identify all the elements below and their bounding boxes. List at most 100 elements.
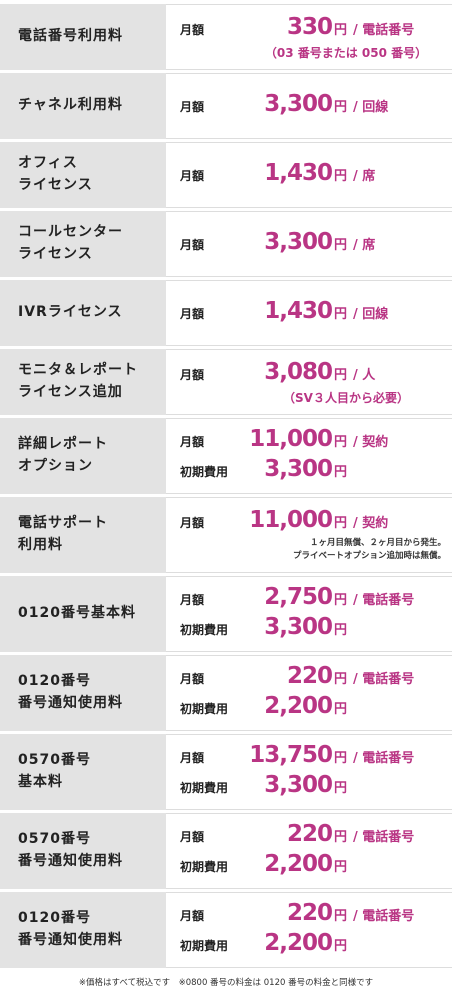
price-term: 月額 xyxy=(180,238,205,252)
price-line: 初期費用 2,200 円 xyxy=(180,930,452,960)
table-row: 0570番号 番号通知使用料 月額 220 円 / 電話番号 初期費用 2,200 円 xyxy=(0,813,452,889)
price-unit: 円 xyxy=(334,909,348,924)
table-row: 0120番号 番号通知使用料 月額 220 円 / 電話番号 初期費用 2,200 円 xyxy=(0,655,452,731)
price-cell: 月額 2,750 円 / 電話番号 初期費用 3,300 円 xyxy=(166,576,452,652)
price-term: 初期費用 xyxy=(180,465,229,479)
price-cell: 月額 3,300 円 / 席 xyxy=(166,211,452,277)
price-cell: 月額 13,750 円 / 電話番号初期費用 3,300 円 xyxy=(166,734,452,810)
table-row: チャネル利用料 月額 3,300 円 / 回線 xyxy=(0,73,452,139)
price-per: / 電話番号 xyxy=(353,22,415,38)
price-per: / 電話番号 xyxy=(353,672,415,687)
price-line: 月額 11,000 円 / 契約 xyxy=(180,426,452,456)
table-row: 電話サポート 利用料 月額 11,000 円 / 契約 １ヶ月目無償、２ヶ月目から発生。 … xyxy=(0,497,452,573)
table-row: IVRライセンス 月額 1,430 円 / 回線 xyxy=(0,280,452,346)
row-label: チャネル利用料 xyxy=(0,73,166,139)
table-row: オフィス ライセンス 月額 1,430 円 / 席 xyxy=(0,142,452,208)
price-line: 月額 330 円 / 電話番号 xyxy=(180,14,452,44)
price-line: 初期費用 2,200 円 xyxy=(180,851,452,881)
table-row: 詳細レポート オプション 月額 11,000 円 / 契約 初期費用 3,300 円 xyxy=(0,418,452,494)
price-unit: 円 xyxy=(334,169,348,184)
price-per: / 回線 xyxy=(353,307,389,322)
price-cell: 月額 11,000 円 / 契約 １ヶ月目無償、２ヶ月目から発生。 プライベートオプショ… xyxy=(166,497,452,573)
price-term: 月額 xyxy=(180,435,205,449)
table-row: 0120番号基本料 月額 2,750 円 / 電話番号 初期費用 3,300 円 xyxy=(0,576,452,652)
price-term: 初期費用 xyxy=(180,781,229,795)
price-unit: 円 xyxy=(334,623,348,638)
price-term: 初期費用 xyxy=(180,939,229,953)
price-line: 初期費用 2,200 円 xyxy=(180,693,452,723)
table-row: 0570番号 基本料 月額 13,750 円 / 電話番号初期費用 3,300 円 xyxy=(0,734,452,810)
price-unit: 円 xyxy=(334,100,348,115)
price-unit: 円 xyxy=(334,22,348,38)
price-per: / 電話番号 xyxy=(353,909,415,924)
row-label: IVRライセンス xyxy=(0,280,166,346)
row-label: コールセンター ライセンス xyxy=(0,211,166,277)
price-cell: 月額 3,300 円 / 回線 xyxy=(166,73,452,139)
price-line: 月額 3,080 円 / 人 xyxy=(180,359,452,389)
price-unit: 円 xyxy=(334,593,348,608)
price-term: 月額 xyxy=(180,909,205,923)
price-per: / 契約 xyxy=(353,516,389,532)
row-label: 電話番号利用料 xyxy=(0,4,166,70)
price-unit: 円 xyxy=(334,830,348,845)
price-line: 月額 2,750 円 / 電話番号 xyxy=(180,584,452,614)
price-amount: 3,300 xyxy=(264,456,333,482)
price-per: / 電話番号 xyxy=(353,751,415,766)
price-per: / 席 xyxy=(353,238,376,253)
price-note: （SV３人目から必要） xyxy=(283,390,409,405)
price-line: 月額 3,300 円 / 回線 xyxy=(180,91,452,121)
price-cell: 月額 330 円 / 電話番号 （03 番号または 050 番号） xyxy=(166,4,452,70)
price-line: 月額 220 円 / 電話番号 xyxy=(180,663,452,693)
price-amount: 3,300 xyxy=(264,229,333,255)
price-amount: 1,430 xyxy=(264,298,333,324)
price-amount: 3,300 xyxy=(264,614,333,640)
price-cell: 月額 1,430 円 / 席 xyxy=(166,142,452,208)
price-amount: 2,200 xyxy=(264,930,333,956)
price-line: 月額 3,300 円 / 席 xyxy=(180,229,452,259)
price-line: 初期費用 3,300 円 xyxy=(180,614,452,644)
price-unit: 円 xyxy=(334,860,348,875)
price-line: 月額 1,430 円 / 回線 xyxy=(180,298,452,328)
price-amount: 13,750 xyxy=(249,742,333,768)
price-term: 初期費用 xyxy=(180,702,229,716)
price-cell: 月額 220 円 / 電話番号初期費用 2,200 円 xyxy=(166,892,452,968)
price-term: 初期費用 xyxy=(180,860,229,874)
price-per: / 契約 xyxy=(353,435,389,450)
price-cell: 月額 220 円 / 電話番号 初期費用 2,200 円 xyxy=(166,655,452,731)
price-term: 初期費用 xyxy=(180,623,229,637)
table-row: モニタ＆レポート ライセンス追加 月額 3,080 円 / 人 （SV３人目から必要） xyxy=(0,349,452,415)
price-unit: 円 xyxy=(334,751,348,766)
price-term: 月額 xyxy=(180,169,205,183)
price-unit: 円 xyxy=(334,939,348,954)
price-term: 月額 xyxy=(180,751,205,765)
price-amount: 1,430 xyxy=(264,160,333,186)
row-label: モニタ＆レポート ライセンス追加 xyxy=(0,349,166,415)
price-unit: 円 xyxy=(334,435,348,450)
table-row: 電話番号利用料 月額 330 円 / 電話番号 （03 番号または 050 番号） xyxy=(0,4,452,70)
price-amount: 220 xyxy=(286,821,333,847)
price-amount: 220 xyxy=(286,900,333,926)
price-term: 月額 xyxy=(180,593,205,607)
price-unit: 円 xyxy=(334,307,348,322)
row-label: 0120番号 番号通知使用料 xyxy=(0,892,166,968)
price-unit: 円 xyxy=(334,238,348,253)
price-amount: 3,300 xyxy=(264,772,333,798)
price-amount: 3,300 xyxy=(264,91,333,117)
price-amount: 11,000 xyxy=(249,426,333,452)
price-line: 月額 220 円 / 電話番号 xyxy=(180,821,452,851)
price-per: / 電話番号 xyxy=(353,593,415,608)
price-amount: 220 xyxy=(286,663,333,689)
price-line: 初期費用 3,300 円 xyxy=(180,456,452,486)
price-note: （03 番号または 050 番号） xyxy=(264,45,428,60)
table-row: コールセンター ライセンス 月額 3,300 円 / 席 xyxy=(0,211,452,277)
price-unit: 円 xyxy=(334,672,348,687)
row-label: オフィス ライセンス xyxy=(0,142,166,208)
price-term: 月額 xyxy=(180,22,205,37)
price-note: １ヶ月目無償、２ヶ月目から発生。 プライベートオプション追加時は無償。 xyxy=(292,538,446,561)
row-label: 0120番号基本料 xyxy=(0,576,166,652)
table-row: 0120番号 番号通知使用料 月額 220 円 / 電話番号初期費用 2,200 円 xyxy=(0,892,452,968)
price-line: 月額 13,750 円 / 電話番号 xyxy=(180,742,452,772)
row-label: 0570番号 基本料 xyxy=(0,734,166,810)
price-unit: 円 xyxy=(334,516,348,532)
price-amount: 330 xyxy=(286,13,333,40)
